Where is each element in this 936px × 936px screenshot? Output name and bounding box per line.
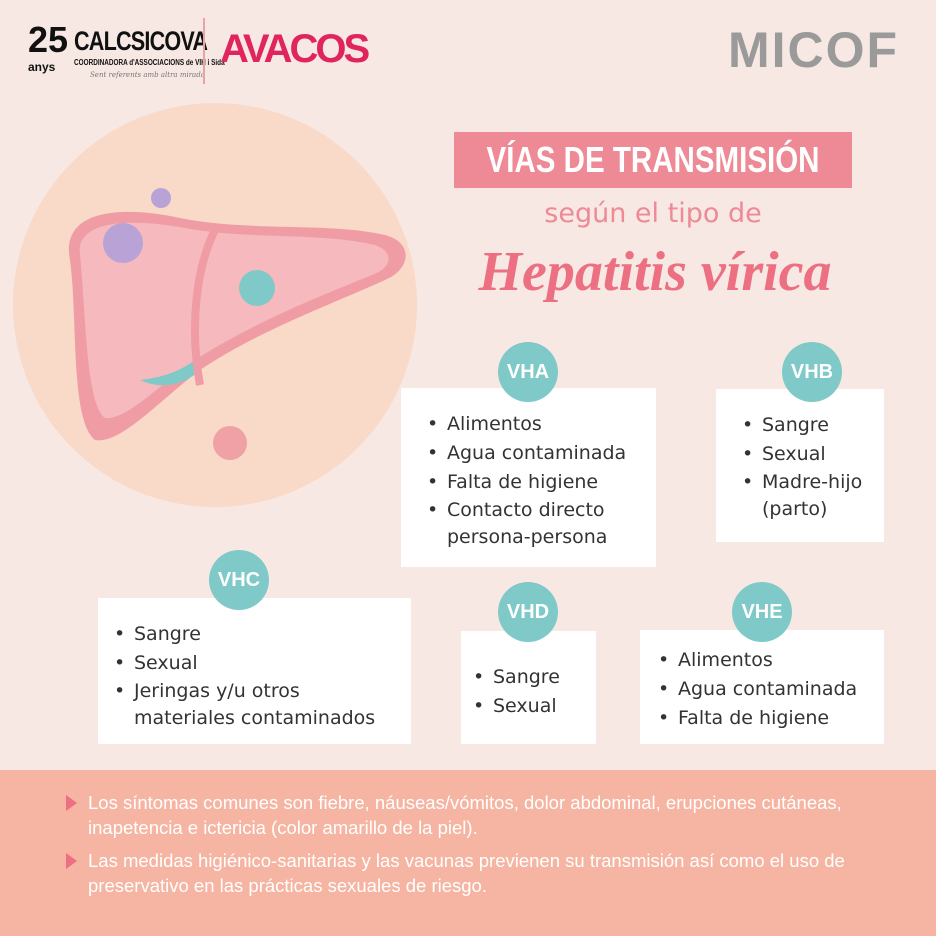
card-vhb: SangreSexualMadre-hijo (parto)	[716, 389, 884, 542]
badge-vhc: VHC	[209, 550, 269, 610]
note-text: Los síntomas comunes son fiebre, náuseas…	[88, 792, 842, 838]
list-item: Falta de higiene	[427, 468, 656, 497]
list-item: Falta de higiene	[658, 704, 884, 733]
note-prevention: Las medidas higiénico-sanitarias y las v…	[66, 848, 906, 898]
calcsicova-logo-subtitle: COORDINADORA d'ASSOCIACIONS de VIH i Sid…	[74, 58, 225, 67]
title-line1: VÍAS DE TRANSMISIÓN	[486, 139, 820, 180]
micof-logo: MICOF	[728, 22, 900, 78]
card-vhd: SangreSexual	[461, 631, 596, 744]
card-vha: AlimentosAgua contaminadaFalta de higien…	[401, 388, 656, 567]
arrow-icon	[66, 795, 77, 811]
list-item: Agua contaminada	[427, 439, 656, 468]
badge-vhe: VHE	[732, 582, 792, 642]
list-item: Sexual	[473, 692, 596, 721]
badge-vha: VHA	[498, 342, 558, 402]
list-item: Sangre	[473, 663, 596, 692]
title-line2: según el tipo de	[544, 198, 762, 229]
title-line3: Hepatitis vírica	[478, 241, 832, 303]
list-item: Madre-hijo (parto)	[742, 469, 877, 523]
calcsicova-logo-name: CALCSICOVA	[74, 26, 208, 56]
list-item: Agua contaminada	[658, 675, 884, 704]
virus-icon	[103, 188, 171, 263]
note-text: Las medidas higiénico-sanitarias y las v…	[88, 850, 845, 896]
calcsicova-logo-25: 25	[28, 19, 69, 60]
badge-vhd: VHD	[498, 582, 558, 642]
liver-illustration	[13, 103, 417, 507]
notes-band	[0, 770, 936, 936]
list-item: Sexual	[114, 649, 411, 678]
virus-icon	[213, 426, 247, 460]
list-item: Alimentos	[427, 410, 656, 439]
avacos-logo: AVACOS	[220, 27, 370, 71]
note-symptoms: Los síntomas comunes son fiebre, náuseas…	[66, 790, 906, 840]
calcsicova-logo-anys: anys	[28, 60, 56, 74]
arrow-icon	[66, 853, 77, 869]
calcsicova-logo-tagline: Sent referents amb altra mirada	[90, 71, 205, 79]
card-vhe: AlimentosAgua contaminadaFalta de higien…	[640, 630, 884, 744]
badge-vhb: VHB	[782, 342, 842, 402]
list-item: Sangre	[742, 411, 884, 440]
virus-icon	[239, 270, 275, 306]
list-item: Jeringas y/u otros materiales contaminad…	[114, 678, 404, 732]
title-banner: VÍAS DE TRANSMISIÓN	[454, 132, 852, 188]
logo-divider	[203, 18, 205, 84]
list-item: Alimentos	[658, 646, 884, 675]
list-item: Sangre	[114, 620, 411, 649]
list-item: Sexual	[742, 440, 884, 469]
notes-list: Los síntomas comunes son fiebre, náuseas…	[66, 790, 906, 898]
list-item: Contacto directo persona-persona	[427, 497, 637, 551]
card-vhc: SangreSexualJeringas y/u otros materiale…	[98, 598, 411, 744]
